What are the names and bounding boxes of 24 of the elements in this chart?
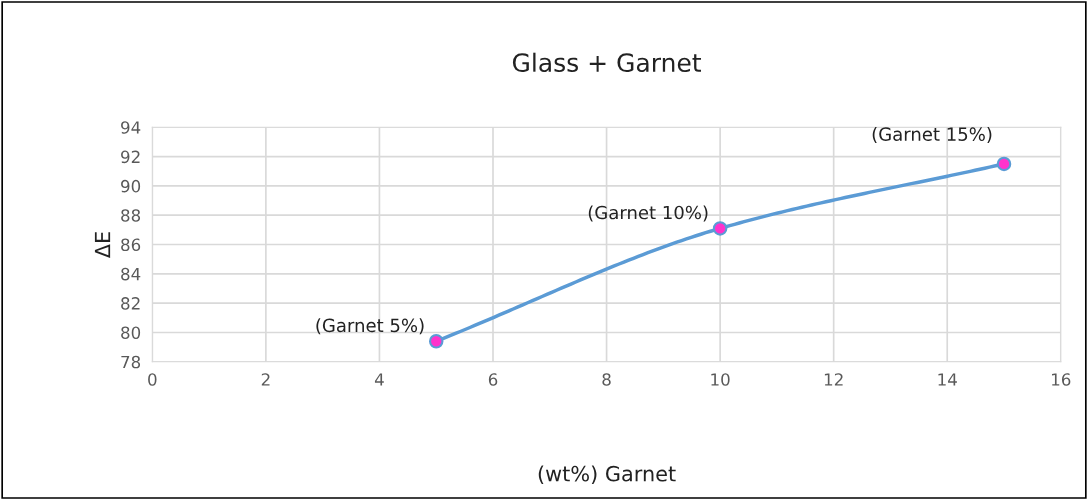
x-tick-label: 6 xyxy=(488,373,498,386)
annotation: (Garnet 10%) xyxy=(588,205,708,222)
y-tick-label: 86 xyxy=(121,238,141,252)
y-axis-title: ΔE xyxy=(94,232,111,259)
x-tick-label: 4 xyxy=(374,373,384,386)
x-tick-label: 12 xyxy=(824,373,843,386)
chart-title: Glass + Garnet xyxy=(512,52,702,73)
annotation: (Garnet 15%) xyxy=(872,126,992,144)
y-tick-label: 92 xyxy=(121,150,140,164)
x-tick-label: 8 xyxy=(602,373,611,386)
annotation: (Garnet 5%) xyxy=(316,318,424,335)
x-tick-label: 10 xyxy=(711,373,730,386)
x-axis-title: (wt%) Garnet xyxy=(538,465,676,484)
y-tick-label: 80 xyxy=(121,326,141,340)
x-tick-label: 16 xyxy=(1052,373,1071,386)
x-tick-label: 14 xyxy=(938,373,957,386)
y-tick-label: 82 xyxy=(121,297,140,310)
y-tick-label: 84 xyxy=(121,267,141,281)
y-tick-label: 94 xyxy=(121,121,141,134)
y-tick-label: 90 xyxy=(121,179,141,193)
x-tick-label: 0 xyxy=(148,373,157,386)
x-tick-label: 2 xyxy=(261,373,270,386)
y-tick-label: 78 xyxy=(121,355,141,369)
y-tick-label: 88 xyxy=(121,209,141,222)
